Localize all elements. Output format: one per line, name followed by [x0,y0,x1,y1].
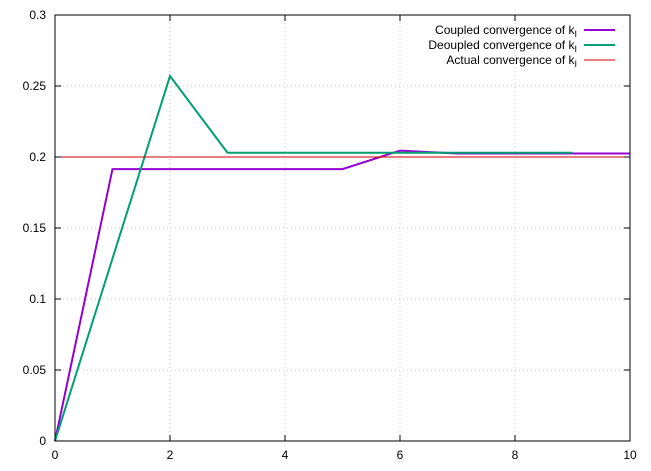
legend-entry: Coupled convergence of kI [435,23,615,39]
axis-ticks: 0 2 4 6 8 10 0 0.05 0.1 0.15 0.2 0.25 0.3 [23,8,637,462]
legend-label: Actual convergence of kI [446,53,577,69]
y-tick-label: 0.2 [29,150,46,164]
legend-entry: Actual convergence of kI [446,53,615,69]
legend-label: Coupled convergence of kI [435,23,577,39]
x-tick-label: 10 [623,448,637,462]
legend-label: Deoupled convergence of kI [428,38,577,54]
y-tick-label: 0.3 [29,8,46,22]
y-tick-label: 0.15 [23,221,47,235]
y-tick-label: 0.1 [29,292,46,306]
grid-lines [55,15,630,441]
x-tick-label: 4 [282,448,289,462]
x-tick-label: 8 [512,448,519,462]
legend-entry: Deoupled convergence of kI [428,38,615,54]
x-tick-label: 0 [52,448,59,462]
x-tick-label: 2 [167,448,174,462]
y-tick-label: 0 [39,434,46,448]
series-layer [54,73,630,442]
series-line-2 [54,73,573,442]
x-tick-label: 6 [397,448,404,462]
y-tick-label: 0.25 [23,79,47,93]
series-line-1 [54,149,630,442]
y-tick-label: 0.05 [23,363,47,377]
